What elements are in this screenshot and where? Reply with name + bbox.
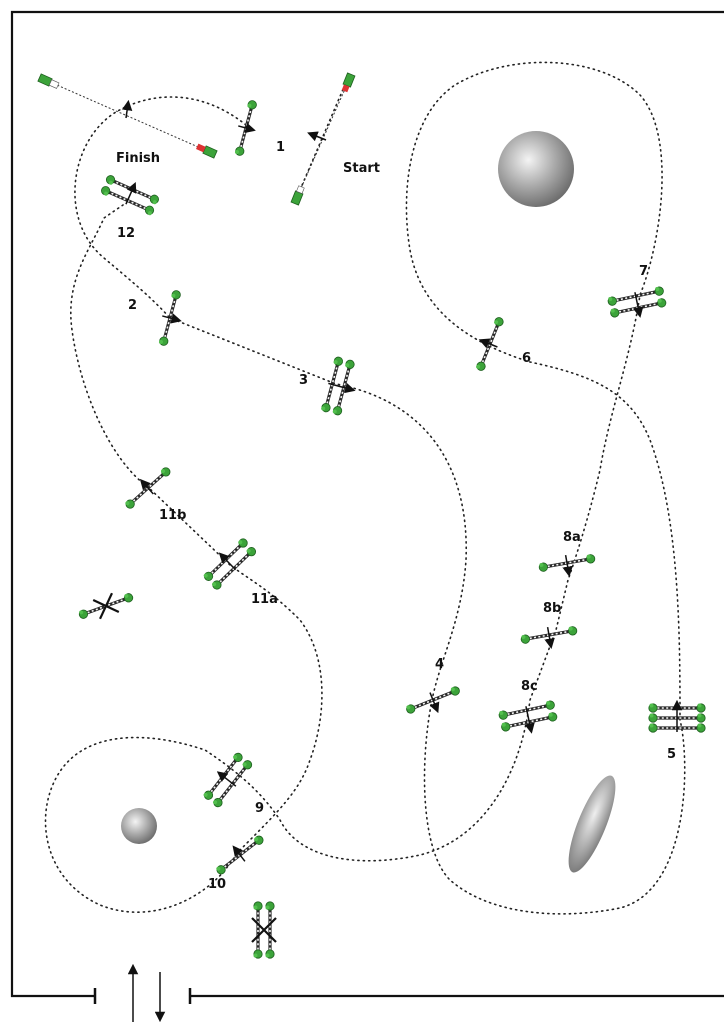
- fence-8a: [538, 550, 597, 577]
- obstacle-label-12: 12: [117, 226, 135, 241]
- fence-1: [231, 99, 259, 157]
- finish-label: Finish: [116, 151, 160, 166]
- fence-8c: [498, 700, 558, 734]
- arena-border: [10, 10, 724, 998]
- obstacle-label-8a: 8a: [563, 530, 581, 545]
- decoration-ellipse: [568, 775, 616, 873]
- obstacle-label-6: 6: [522, 351, 531, 366]
- obstacle-label-10: 10: [208, 877, 226, 892]
- decoration-ball-small: [121, 808, 157, 844]
- obstacle-label-8c: 8c: [521, 679, 538, 694]
- fence-8b: [520, 622, 579, 649]
- decoration-ball-large: [498, 131, 574, 207]
- fence-6: [472, 315, 508, 373]
- start-label: Start: [343, 161, 380, 176]
- obstacle-label-9: 9: [255, 801, 264, 816]
- route-line: [44, 61, 686, 915]
- finish-line: [37, 73, 218, 159]
- fence-9: [202, 751, 253, 808]
- obstacle-label-7: 7: [639, 264, 648, 279]
- obstacle-label-2: 2: [128, 298, 137, 313]
- fence-5: [649, 699, 705, 733]
- fence-2: [155, 289, 185, 348]
- fence-3: [321, 356, 359, 417]
- obstacle-label-1: 1: [276, 140, 285, 155]
- obstacle-label-8b: 8b: [543, 601, 561, 616]
- fence-10: [213, 831, 267, 878]
- fence-7: [607, 286, 667, 320]
- obstacle-label-4: 4: [435, 657, 444, 672]
- obstacle-label-11a: 11a: [251, 592, 278, 607]
- obstacle-label-11b: 11b: [159, 508, 186, 523]
- spare-fence-left: [76, 587, 136, 625]
- fence-4: [404, 682, 463, 720]
- spare-fence-bottom: [251, 902, 277, 958]
- fence-12: [100, 174, 160, 216]
- obstacle-label-3: 3: [299, 373, 308, 388]
- fence-11b: [122, 463, 175, 513]
- start-line: [290, 72, 356, 206]
- fence-11a: [201, 536, 257, 591]
- obstacle-label-5: 5: [667, 747, 676, 762]
